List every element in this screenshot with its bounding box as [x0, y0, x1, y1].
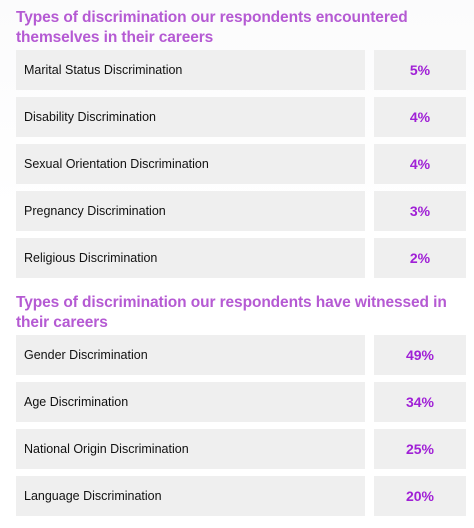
- percentage-value: 49%: [374, 335, 466, 375]
- table-row: Religious Discrimination 2%: [16, 238, 466, 278]
- percentage-value: 3%: [374, 191, 466, 231]
- encountered-table: Marital Status Discrimination 5% Disabilit…: [16, 50, 466, 278]
- table-row: Pregnancy Discrimination 3%: [16, 191, 466, 231]
- table-row: Language Discrimination 20%: [16, 476, 466, 516]
- category-label: Marital Status Discrimination: [16, 50, 365, 90]
- percentage-value: 2%: [374, 238, 466, 278]
- category-label: Disability Discrimination: [16, 97, 365, 137]
- category-label: Language Discrimination: [16, 476, 365, 516]
- percentage-value: 4%: [374, 144, 466, 184]
- category-label: Pregnancy Discrimination: [16, 191, 365, 231]
- percentage-value: 34%: [374, 382, 466, 422]
- table-row: Gender Discrimination 49%: [16, 335, 466, 375]
- table-row: National Origin Discrimination 25%: [16, 429, 466, 469]
- category-label: Religious Discrimination: [16, 238, 365, 278]
- table-row: Age Discrimination 34%: [16, 382, 466, 422]
- table-row: Sexual Orientation Discrimination 4%: [16, 144, 466, 184]
- category-label: Age Discrimination: [16, 382, 365, 422]
- percentage-value: 5%: [374, 50, 466, 90]
- percentage-value: 20%: [374, 476, 466, 516]
- category-label: Sexual Orientation Discrimination: [16, 144, 365, 184]
- category-label: National Origin Discrimination: [16, 429, 365, 469]
- category-label: Gender Discrimination: [16, 335, 365, 375]
- percentage-value: 25%: [374, 429, 466, 469]
- percentage-value: 4%: [374, 97, 466, 137]
- witnessed-section-title: Types of discrimination our respondents …: [16, 294, 447, 331]
- encountered-section-title: Types of discrimination our respondents …: [16, 9, 408, 46]
- table-row: Disability Discrimination 4%: [16, 97, 466, 137]
- witnessed-table: Gender Discrimination 49% Age Discriminati…: [16, 335, 466, 516]
- table-row: Marital Status Discrimination 5%: [16, 50, 466, 90]
